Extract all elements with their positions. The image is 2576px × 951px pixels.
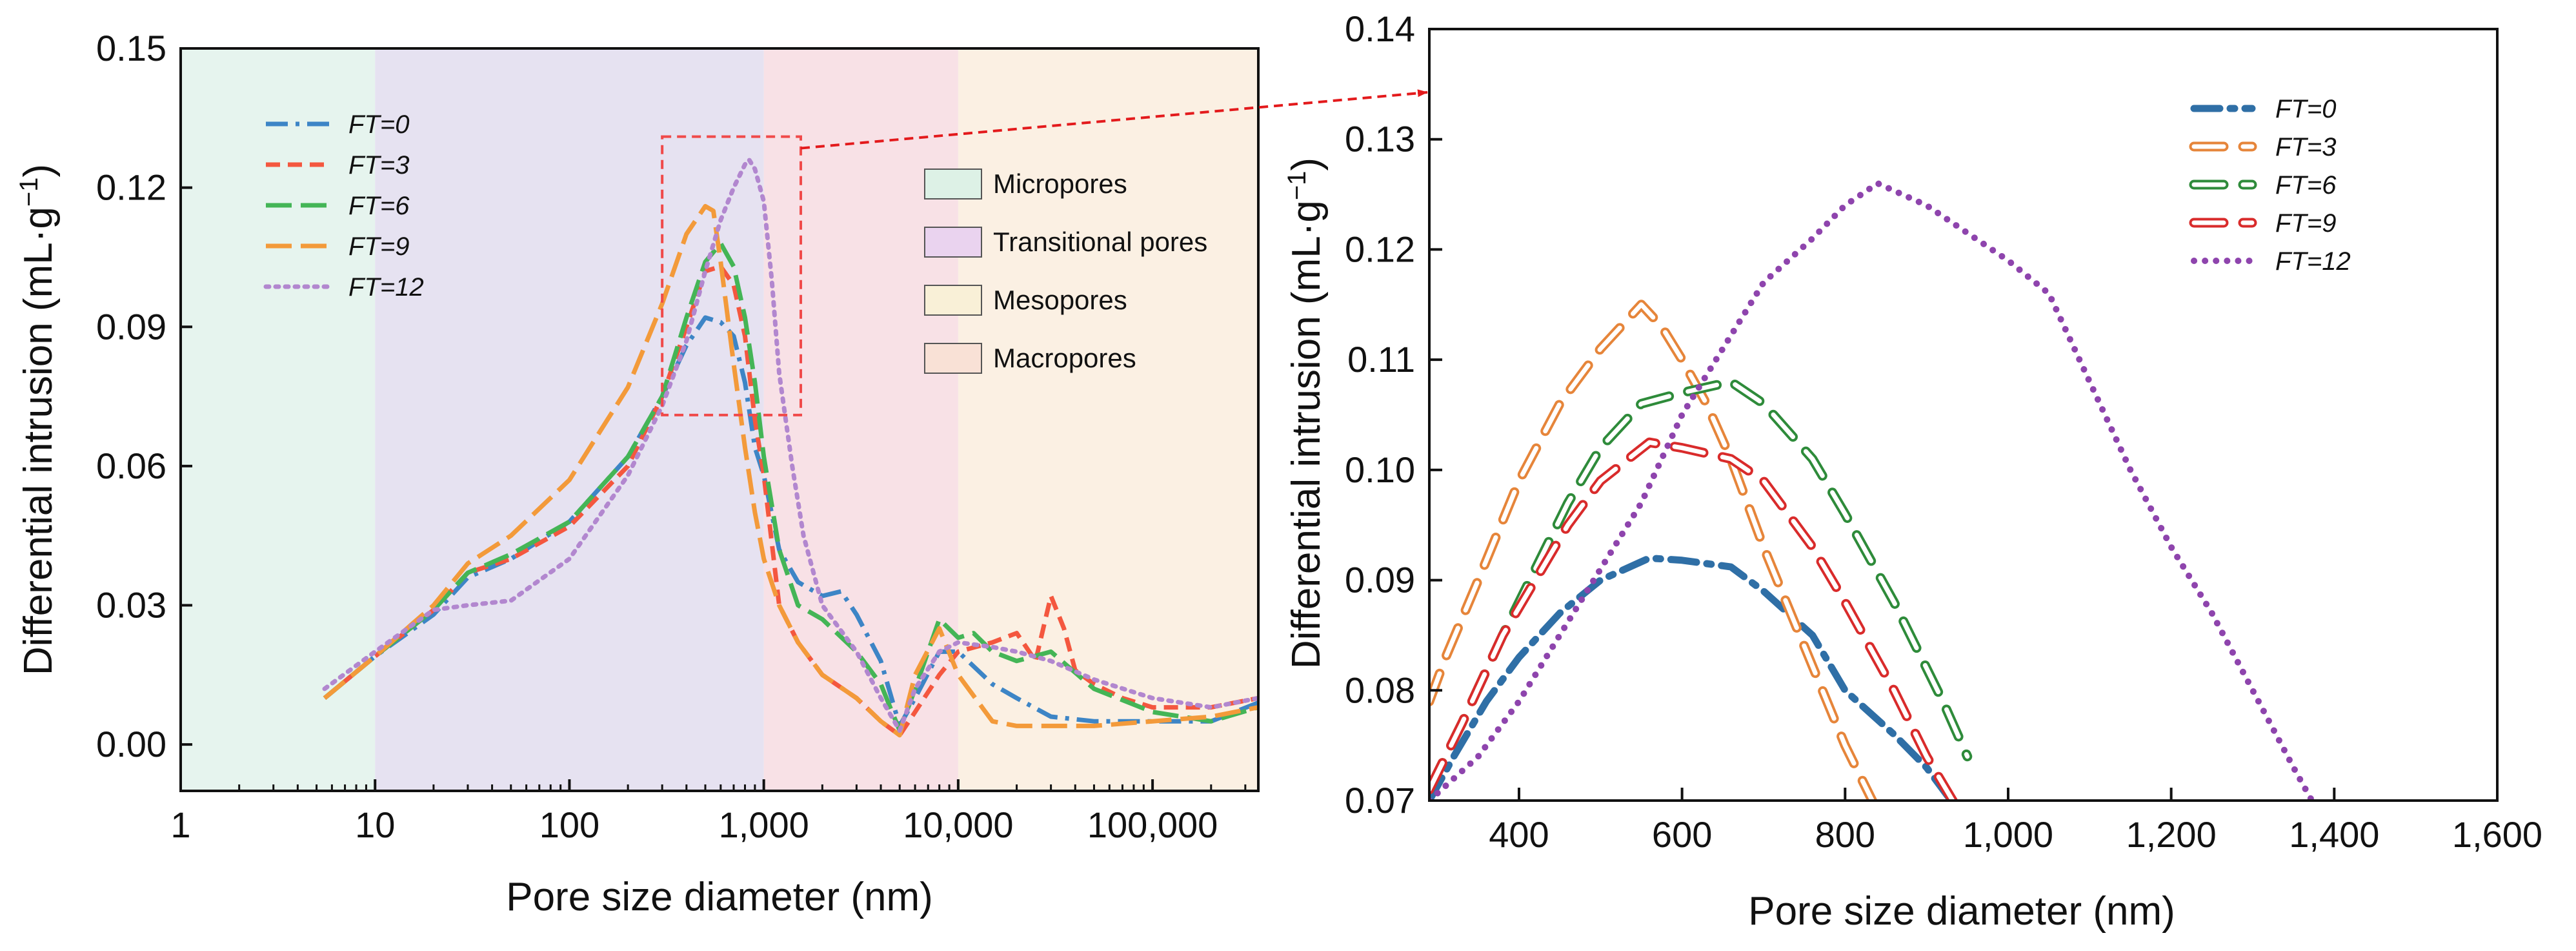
region-legend-swatch-macropores <box>924 343 982 374</box>
right-y-tick-label: 0.08 <box>1345 670 1415 710</box>
zoom-legend-label-ft-0: FT=0 <box>2275 95 2336 123</box>
right-y-tick-label: 0.14 <box>1345 8 1415 49</box>
legend-label-ft-6: FT=6 <box>348 192 410 220</box>
region-legend: Micropores Transitional pores Mesopores Mac… <box>924 169 1207 374</box>
right-y-tick-label: 0.07 <box>1345 780 1415 821</box>
left-x-axis-title: Pore size diameter (nm) <box>506 875 933 919</box>
region-legend-label-mesopores: Mesopores <box>993 285 1127 315</box>
region-legend-swatch-transitional-pores <box>924 227 982 258</box>
legend-label-ft-9: FT=9 <box>348 232 409 261</box>
left-x-tick-label: 10 <box>355 804 395 845</box>
series-line-ft-9 <box>323 203 1258 738</box>
region-legend-swatch-micropores <box>924 169 982 199</box>
right-y-tick-label: 0.12 <box>1345 229 1415 269</box>
legend-label-ft-0: FT=0 <box>348 110 409 139</box>
legend-label-ft-3: FT=3 <box>348 151 409 179</box>
left-x-tick-label: 100,000 <box>1087 804 1218 845</box>
series-line-ft-12 <box>322 158 1258 733</box>
left-x-tick-label: 1,000 <box>719 804 809 845</box>
left-x-tick-label: 100 <box>539 804 599 845</box>
left-x-tick-label: 1 <box>170 804 190 845</box>
zoom-series-line-ft-9 <box>1429 440 1956 801</box>
right-y-tick-label: 0.13 <box>1345 119 1415 159</box>
right-series-legend: FT=0 FT=3 FT=6 FT=9 FT=12 <box>2189 95 2351 276</box>
right-y-tick-label: 0.09 <box>1345 560 1415 600</box>
zoom-series-line-ft-0 <box>1429 554 1956 801</box>
zoom-legend-label-ft-6: FT=6 <box>2275 171 2337 199</box>
left-y-tick-label: 0.12 <box>96 167 166 208</box>
right-x-tick-label: 600 <box>1652 814 1712 855</box>
region-micropores <box>181 48 376 791</box>
right-x-tick-label: 1,000 <box>1963 814 2053 855</box>
left-chart: 1 10 100 1,000 10,000 100,000 0.00 0.03 0.06 0.0… <box>15 28 1260 919</box>
right-y-tick-label: 0.11 <box>1347 339 1415 380</box>
right-x-tick-label: 1,600 <box>2452 814 2542 855</box>
left-y-tick-label: 0.15 <box>96 28 166 68</box>
right-y-tick-label: 0.10 <box>1345 449 1415 490</box>
region-legend-swatch-mesopores <box>924 285 982 316</box>
left-x-tick-label: 10,000 <box>903 804 1013 845</box>
left-y-tick-label: 0.06 <box>96 445 166 486</box>
left-y-tick-label: 0.00 <box>96 724 166 764</box>
legend-label-ft-12: FT=12 <box>348 273 424 302</box>
right-x-axis-title: Pore size diameter (nm) <box>1748 889 2175 934</box>
right-x-tick-label: 1,400 <box>2289 814 2379 855</box>
region-legend-label-macropores: Macropores <box>993 343 1136 373</box>
zoom-legend-label-ft-12: FT=12 <box>2275 247 2351 276</box>
right-x-tick-label: 400 <box>1489 814 1549 855</box>
right-x-tick-label: 800 <box>1815 814 1875 855</box>
zoom-legend-label-ft-3: FT=3 <box>2275 133 2336 161</box>
left-plot-frame <box>179 47 1260 792</box>
region-macropores <box>958 48 1258 791</box>
right-y-axis-title: Differential intrusion (mL·g−1) <box>1283 158 1329 669</box>
left-y-tick-label: 0.09 <box>96 306 166 347</box>
zoom-series-line-ft-3 <box>1429 302 1875 801</box>
zoom-series-line-ft-6 <box>1429 379 1970 792</box>
left-y-axis-title: Differential intrusion (mL·g−1) <box>15 164 61 675</box>
left-y-tick-label: 0.03 <box>96 585 166 626</box>
region-transitional-pores <box>375 48 764 791</box>
zoom-legend-label-ft-9: FT=9 <box>2275 209 2336 238</box>
right-chart: 400 600 800 1,000 1,200 1,400 1,600 0.07 0.08 0.… <box>1283 8 2542 934</box>
zoom-connector-arrow <box>800 89 1428 150</box>
region-mesopores <box>763 48 958 791</box>
right-plot-frame <box>1428 28 2499 802</box>
series-line-ft-6 <box>323 241 1258 733</box>
series-line-ft-0 <box>323 315 1258 728</box>
left-series-legend: FT=0 FT=3 FT=6 FT=9 FT=12 <box>263 110 424 302</box>
region-legend-label-micropores: Micropores <box>993 169 1127 199</box>
region-legend-label-transitional-pores: Transitional pores <box>993 227 1207 257</box>
zoom-series-line-ft-12 <box>1429 179 2316 801</box>
right-x-tick-label: 1,200 <box>2126 814 2217 855</box>
